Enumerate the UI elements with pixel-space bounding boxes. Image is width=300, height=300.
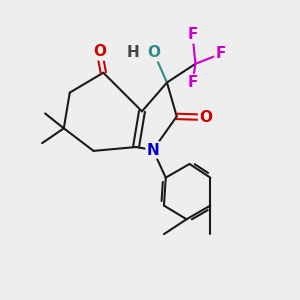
Text: F: F bbox=[187, 75, 198, 90]
Text: O: O bbox=[199, 110, 212, 125]
Text: O: O bbox=[147, 45, 161, 60]
Text: N: N bbox=[147, 142, 159, 158]
Text: O: O bbox=[93, 44, 106, 59]
Text: F: F bbox=[187, 28, 198, 43]
Text: H: H bbox=[127, 45, 140, 60]
Text: F: F bbox=[215, 46, 226, 62]
